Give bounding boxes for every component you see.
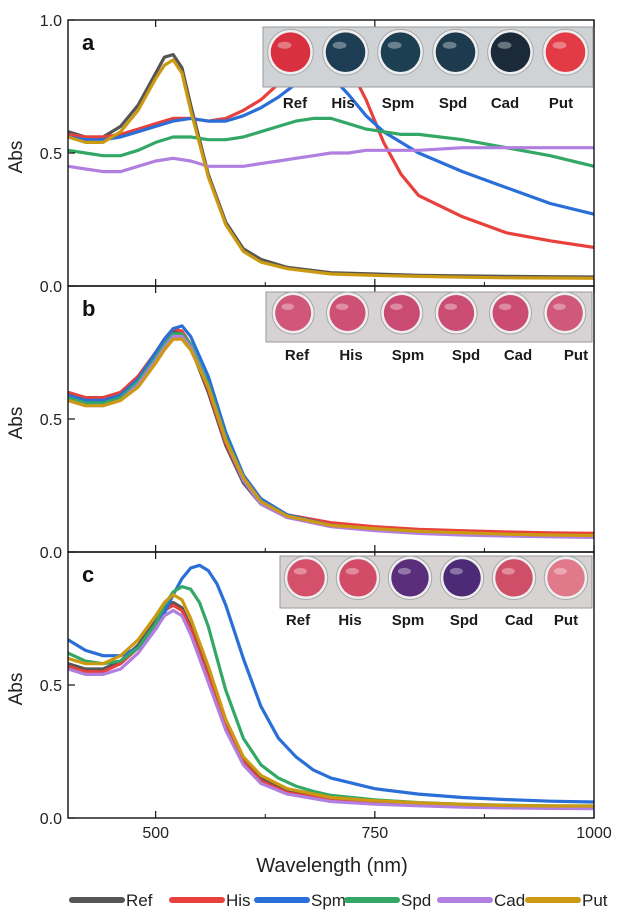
inset-label-cad: Cad — [504, 347, 532, 364]
inset-label-his: His — [338, 612, 361, 629]
well-sample — [391, 559, 429, 597]
inset-label-spd: Spd — [439, 95, 467, 112]
legend-label: Spm — [311, 891, 346, 910]
legend-label: Cad — [494, 891, 525, 910]
well-sample — [443, 559, 481, 597]
panel-a: 0.0 0.5 1.0 Abs a Ref His Spm Spd Cad Put — [6, 13, 595, 296]
panel-label: a — [82, 30, 95, 55]
y-tick-label: 1.0 — [40, 13, 62, 30]
well-sample — [547, 559, 585, 597]
inset-label-spd: Spd — [452, 347, 480, 364]
y-tick-label: 0.0 — [40, 811, 62, 828]
legend-item-ref: Ref — [69, 891, 153, 910]
series-line-cad — [68, 608, 594, 811]
y-tick-label: 0.5 — [40, 412, 62, 429]
series-line-spd — [68, 116, 594, 168]
well-sample — [435, 32, 476, 72]
series-line-ref — [68, 53, 594, 279]
x-tick-label: 500 — [142, 825, 169, 842]
series-group — [68, 50, 594, 280]
inset-label-spm: Spm — [392, 347, 425, 364]
inset-photo — [262, 26, 594, 88]
inset-label-ref: Ref — [285, 347, 310, 364]
panel-label: b — [82, 296, 95, 321]
well-sample — [329, 295, 366, 331]
y-axis-title: Abs — [6, 407, 27, 440]
x-tick-label: 1000 — [576, 825, 612, 842]
legend-label: Spd — [401, 891, 431, 910]
inset-photo — [265, 291, 593, 343]
series-line-put — [68, 58, 594, 280]
inset-label-put: Put — [564, 347, 588, 364]
series-line-spm — [68, 71, 594, 216]
legend-item-cad: Cad — [437, 891, 525, 910]
y-axis-title: Abs — [6, 673, 27, 706]
well-sample — [438, 295, 475, 331]
well-sample — [495, 559, 533, 597]
legend: Ref His Spm Spd Cad Put — [69, 891, 608, 910]
well-sample — [490, 32, 531, 72]
panels-layer: 0.0 0.5 1.0 Abs a Ref His Spm Spd Cad Put 0.0 0.5 Abs… — [6, 13, 612, 842]
legend-label: Put — [582, 891, 608, 910]
well-sample — [275, 295, 312, 331]
well-sample — [492, 295, 529, 331]
well-sample — [287, 559, 325, 597]
x-axis-title: Wavelength (nm) — [256, 855, 408, 877]
inset-photo — [279, 555, 593, 609]
x-tick-label: 750 — [361, 825, 388, 842]
panel-label: c — [82, 562, 94, 587]
panel-c: 0.0 0.5 Abs c Ref His Spm Spd Cad Put — [6, 551, 595, 828]
legend-item-put: Put — [525, 891, 608, 910]
inset-label-cad: Cad — [491, 95, 519, 112]
panel-b: 0.0 0.5 Abs b Ref His Spm Spd Cad Put — [6, 285, 595, 562]
inset-label-put: Put — [554, 612, 578, 629]
well-sample — [339, 559, 377, 597]
inset-label-his: His — [339, 347, 362, 364]
inset-label-spm: Spm — [392, 612, 425, 629]
legend-label: Ref — [126, 891, 153, 910]
well-sample — [380, 32, 421, 72]
legend-item-spd: Spd — [344, 891, 431, 910]
legend-item-his: His — [169, 891, 251, 910]
legend-label: His — [226, 891, 251, 910]
inset-label-spd: Spd — [450, 612, 478, 629]
series-line-put — [68, 593, 594, 808]
well-sample — [270, 32, 311, 72]
y-tick-label: 0.0 — [40, 279, 62, 296]
series-group — [68, 563, 594, 811]
series-line-cad — [68, 146, 594, 174]
y-tick-label: 0.5 — [40, 678, 62, 695]
well-sample — [383, 295, 420, 331]
well-sample — [545, 32, 586, 72]
y-tick-label: 0.0 — [40, 545, 62, 562]
inset-label-put: Put — [549, 95, 573, 112]
series-group — [68, 324, 594, 539]
inset-label-cad: Cad — [505, 612, 533, 629]
legend-item-spm: Spm — [254, 891, 346, 910]
well-sample — [325, 32, 366, 72]
inset-label-spm: Spm — [382, 95, 415, 112]
y-axis-title: Abs — [6, 141, 27, 174]
inset-label-ref: Ref — [286, 612, 311, 629]
inset-label-ref: Ref — [283, 95, 308, 112]
well-sample — [546, 295, 583, 331]
inset-label-his: His — [331, 95, 354, 112]
y-tick-label: 0.5 — [40, 146, 62, 163]
series-line-put — [68, 337, 594, 538]
